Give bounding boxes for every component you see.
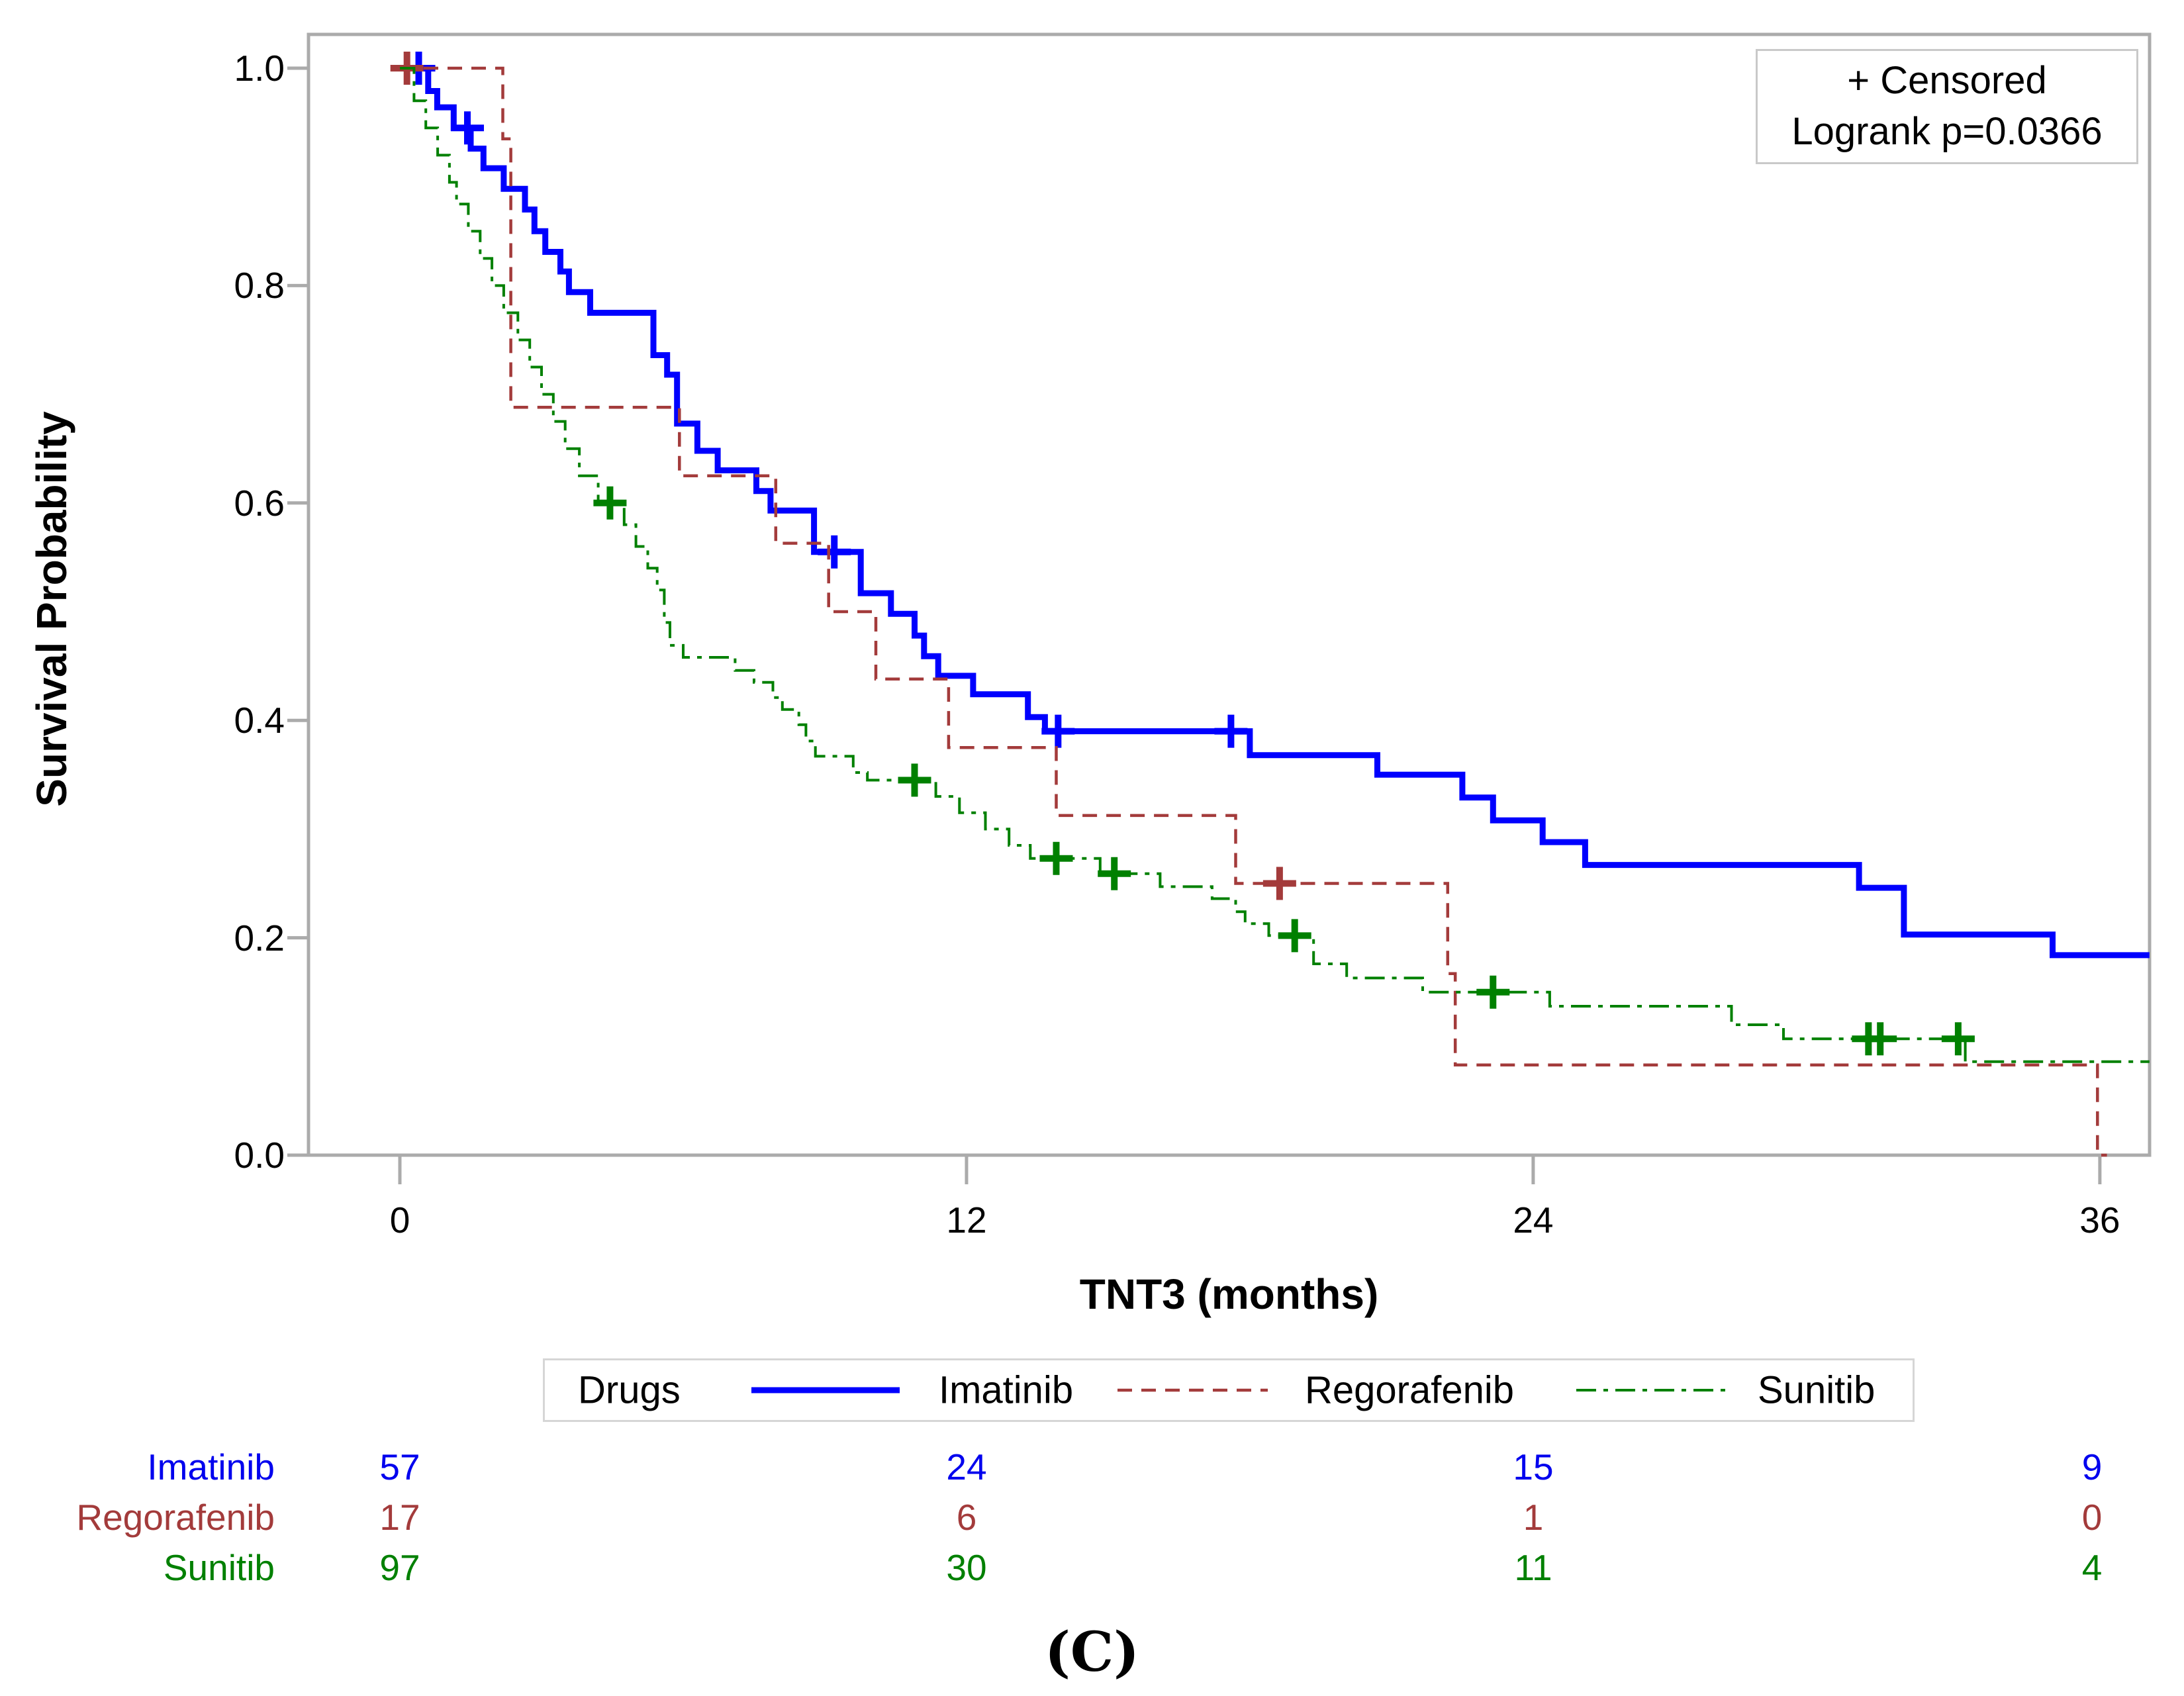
censor-plus-icon bbox=[1098, 857, 1131, 890]
censor-plus-icon bbox=[1041, 714, 1075, 748]
censor-plus-icon bbox=[898, 763, 931, 797]
censor-plus-icon bbox=[1941, 1022, 1975, 1056]
x-tick-label: 24 bbox=[1513, 1200, 1554, 1241]
legend-label-regorafenib: Regorafenib bbox=[1305, 1368, 1514, 1412]
at-risk-count: 97 bbox=[379, 1547, 420, 1588]
at-risk-count: 11 bbox=[1514, 1547, 1552, 1588]
x-axis-title: TNT3 (months) bbox=[1079, 1270, 1379, 1318]
y-tick-label: 0.4 bbox=[234, 700, 285, 741]
logrank-pvalue: Logrank p=0.0366 bbox=[1791, 110, 2103, 153]
censor-plus-icon bbox=[1039, 841, 1073, 875]
at-risk-count: 30 bbox=[946, 1547, 987, 1588]
legend-label-imatinib: Imatinib bbox=[939, 1368, 1074, 1412]
at-risk-count: 6 bbox=[956, 1497, 977, 1538]
at-risk-row-label: Imatinib bbox=[147, 1446, 275, 1487]
at-risk-count: 24 bbox=[946, 1446, 987, 1487]
km-curve-regorafenib bbox=[400, 66, 2107, 1157]
km-curve-imatinib bbox=[400, 65, 2150, 959]
censor-plus-icon bbox=[1278, 919, 1311, 953]
at-risk-count: 9 bbox=[2081, 1446, 2103, 1487]
y-tick-label: 1.0 bbox=[234, 48, 285, 89]
at-risk-count: 15 bbox=[1513, 1446, 1554, 1487]
legend-title: Drugs bbox=[578, 1368, 681, 1412]
y-tick-label: 0.8 bbox=[234, 265, 285, 306]
y-tick-label: 0.0 bbox=[234, 1135, 285, 1176]
at-risk-count: 1 bbox=[1523, 1497, 1544, 1538]
at-risk-count: 17 bbox=[379, 1497, 420, 1538]
at-risk-count: 4 bbox=[2081, 1547, 2103, 1588]
legend: Drugs Imatinib Regorafenib Sunitib bbox=[543, 1358, 1915, 1422]
at-risk-count: 0 bbox=[2081, 1497, 2103, 1538]
legend-label-sunitib: Sunitib bbox=[1758, 1368, 1875, 1412]
km-curve-sunitib bbox=[400, 67, 2150, 1063]
censored-note: + Censored bbox=[1847, 59, 2047, 103]
x-tick-label: 36 bbox=[2079, 1200, 2120, 1241]
legend-line-sunitib bbox=[1576, 1389, 1727, 1391]
censor-plus-icon bbox=[1476, 975, 1510, 1009]
at-risk-count: 57 bbox=[379, 1446, 420, 1487]
figure-caption: (C) bbox=[1045, 1621, 1139, 1684]
legend-line-imatinib bbox=[751, 1387, 900, 1393]
at-risk-row-label: Sunitib bbox=[163, 1547, 275, 1588]
inset-stats-box: + Censored Logrank p=0.0366 bbox=[1756, 49, 2138, 164]
y-tick-label: 0.2 bbox=[234, 917, 285, 959]
censor-plus-icon bbox=[451, 111, 485, 145]
x-tick-label: 0 bbox=[389, 1200, 410, 1241]
censor-plus-icon bbox=[1214, 714, 1248, 748]
y-tick-label: 0.6 bbox=[234, 482, 285, 524]
y-axis-title: Survival Probability bbox=[28, 411, 75, 807]
plot-frame bbox=[307, 32, 2152, 1157]
censor-plus-icon bbox=[818, 535, 851, 569]
censor-plus-icon bbox=[1262, 867, 1296, 900]
censor-plus-icon bbox=[1864, 1022, 1897, 1056]
x-tick-label: 12 bbox=[946, 1200, 987, 1241]
at-risk-row-label: Regorafenib bbox=[76, 1497, 275, 1538]
legend-line-regorafenib bbox=[1117, 1388, 1268, 1392]
censor-plus-icon bbox=[593, 486, 627, 520]
